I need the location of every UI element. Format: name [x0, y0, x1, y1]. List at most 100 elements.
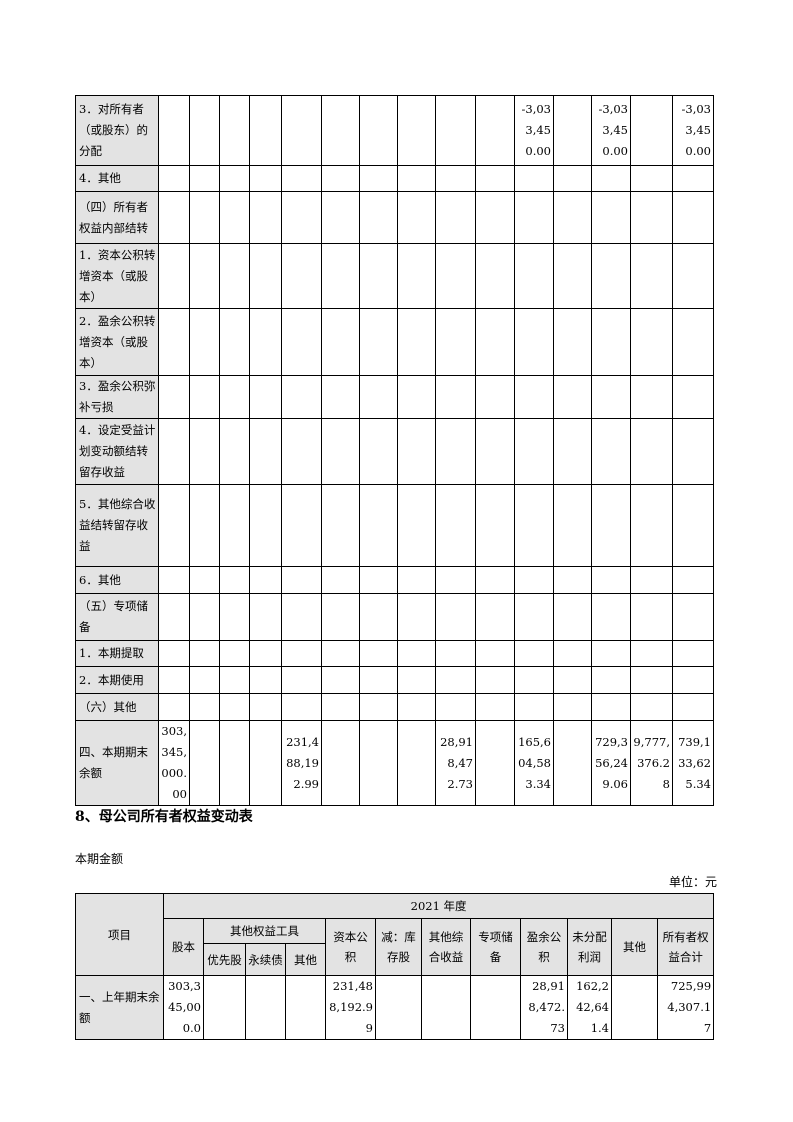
value-cell [321, 375, 360, 419]
value-cell [189, 566, 220, 594]
value-cell [435, 640, 476, 667]
col-special-reserve: 专项储备 [470, 918, 521, 976]
table-row: 3．对所有者（或股东）的分配 -3,033,450.00 -3,033,450.00… [75, 95, 714, 166]
value-cell: -3,033,450.00 [514, 95, 554, 166]
table-row: 2．本期使用 [75, 666, 714, 694]
value-cell [359, 191, 398, 244]
value-cell [281, 243, 322, 309]
value-cell [281, 191, 322, 244]
value-cell [321, 593, 360, 641]
col-perpetual: 永续债 [245, 943, 286, 976]
value-cell [249, 666, 282, 694]
value-cell [611, 975, 658, 1040]
value-cell [219, 484, 250, 567]
value-cell [219, 593, 250, 641]
value-cell: 231,488,192.99 [281, 720, 322, 806]
value-cell [514, 243, 554, 309]
row-label: 5．其他综合收益结转留存收益 [75, 484, 159, 567]
value-cell [553, 95, 592, 166]
value-cell [158, 640, 190, 667]
col-treasury: 减：库存股 [375, 918, 422, 976]
col-preferred: 优先股 [203, 943, 246, 976]
value-cell [189, 693, 220, 721]
value-cell [158, 308, 190, 376]
value-cell [397, 484, 436, 567]
value-cell [321, 640, 360, 667]
value-cell [249, 484, 282, 567]
row-label: 2．本期使用 [75, 666, 159, 694]
value-cell [281, 308, 322, 376]
value-cell [249, 375, 282, 419]
value-cell [553, 484, 592, 567]
value-cell [158, 243, 190, 309]
value-cell [249, 593, 282, 641]
table-row: （六）其他 [75, 693, 714, 721]
value-cell [553, 720, 592, 806]
table-row: 6．其他 [75, 566, 714, 594]
value-cell: -3,033,450.00 [672, 95, 714, 166]
row-label: 3．对所有者（或股东）的分配 [75, 95, 159, 166]
value-cell [553, 640, 592, 667]
value-cell [630, 693, 673, 721]
value-cell [672, 418, 714, 485]
value-cell [321, 484, 360, 567]
value-cell [281, 566, 322, 594]
col-other-equity: 其他权益工具 [203, 918, 326, 944]
value-cell [514, 418, 554, 485]
row-label: 2．盈余公积转增资本（或股本） [75, 308, 159, 376]
value-cell [591, 484, 631, 567]
value-cell [321, 308, 360, 376]
row-label: 1．本期提取 [75, 640, 159, 667]
value-cell [514, 693, 554, 721]
value-cell [435, 484, 476, 567]
value-cell [475, 375, 515, 419]
value-cell [359, 484, 398, 567]
value-cell [158, 566, 190, 594]
value-cell [219, 640, 250, 667]
value-cell [475, 165, 515, 192]
table-row: 4．其他 [75, 165, 714, 192]
value-cell [158, 165, 190, 192]
value-cell [630, 95, 673, 166]
value-cell: 303,345,000.00 [158, 720, 190, 806]
value-cell [281, 165, 322, 192]
value-cell [591, 640, 631, 667]
value-cell [359, 720, 398, 806]
row-label: （五）专项储备 [75, 593, 159, 641]
value-cell [591, 243, 631, 309]
value-cell [435, 243, 476, 309]
value-cell [219, 165, 250, 192]
value-cell: 165,604,583.34 [514, 720, 554, 806]
value-cell [158, 484, 190, 567]
col-retained: 未分配利润 [567, 918, 612, 976]
value-cell [591, 308, 631, 376]
value-cell [630, 308, 673, 376]
value-cell [397, 418, 436, 485]
col-total: 所有者权益合计 [656, 918, 715, 976]
value-cell [435, 191, 476, 244]
value-cell [475, 720, 515, 806]
period-label: 本期金额 [75, 852, 124, 866]
value-cell [219, 418, 250, 485]
value-cell [672, 640, 714, 667]
value-cell [672, 375, 714, 419]
value-cell [630, 243, 673, 309]
value-cell [249, 308, 282, 376]
value-cell [553, 693, 592, 721]
row-label: 一、上年期末余额 [75, 975, 164, 1040]
value-cell [435, 165, 476, 192]
value-cell [189, 666, 220, 694]
value-cell [189, 375, 220, 419]
table-row: 3．盈余公积弥补亏损 [75, 375, 714, 419]
value-cell [553, 666, 592, 694]
value-cell [475, 640, 515, 667]
table-row: 2．盈余公积转增资本（或股本） [75, 308, 714, 376]
value-cell [435, 418, 476, 485]
value-cell [514, 191, 554, 244]
col-other: 其他 [611, 918, 658, 976]
value-cell [514, 593, 554, 641]
value-cell [189, 720, 220, 806]
value-cell [219, 95, 250, 166]
value-cell [591, 165, 631, 192]
value-cell [281, 640, 322, 667]
